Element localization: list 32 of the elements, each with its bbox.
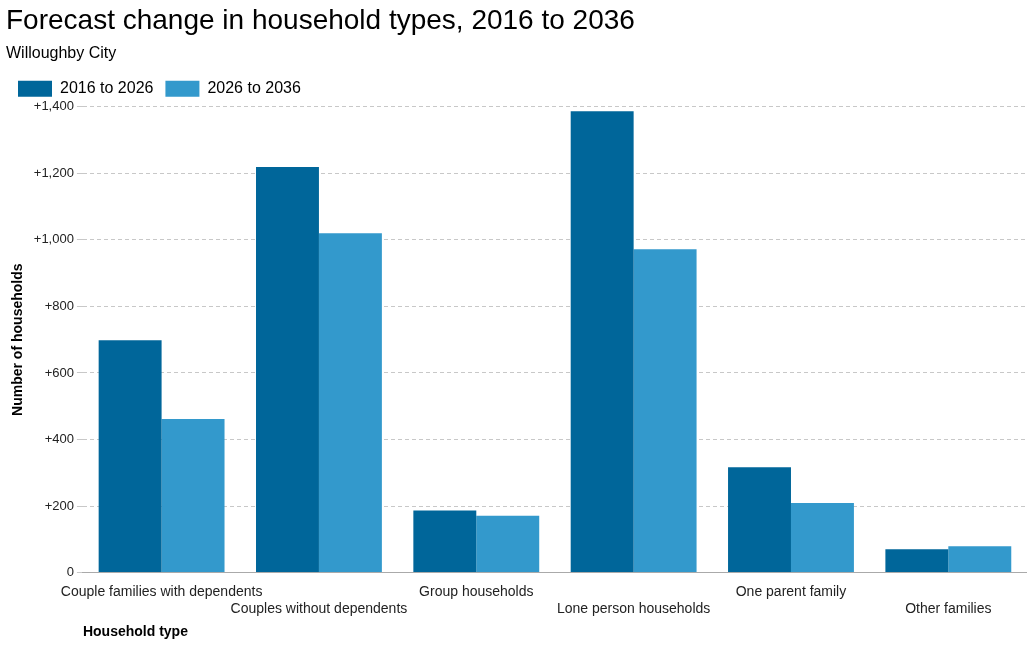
y-tick-label: +400 <box>44 431 74 447</box>
bar <box>413 510 477 573</box>
x-axis-title: Household type <box>82 623 189 640</box>
bar <box>570 111 634 573</box>
chart-title: Forecast change in household types, 2016 to 2036 <box>6 3 635 35</box>
y-tick-label: 0 <box>66 564 74 580</box>
bar <box>728 467 791 573</box>
y-tick-label: +800 <box>44 298 74 314</box>
y-tick-label: +200 <box>44 497 74 513</box>
legend-label: 2026 to 2036 <box>207 79 301 97</box>
bar <box>98 340 162 573</box>
x-tick-label: Group households <box>419 582 534 599</box>
bar <box>790 503 854 573</box>
bar <box>256 167 319 573</box>
bar <box>476 515 540 573</box>
y-axis-title: Number of households <box>9 263 26 416</box>
y-tick-label: +1,400 <box>33 98 74 114</box>
x-tick-label: Couples without dependents <box>230 599 408 616</box>
y-tick-label: +1,200 <box>33 164 74 180</box>
bar <box>161 418 225 573</box>
y-tick-label: +1,000 <box>33 231 74 247</box>
bar <box>948 546 1012 573</box>
bar <box>633 249 697 573</box>
bar <box>885 549 949 573</box>
x-tick-label: Couple families with dependents <box>60 582 263 599</box>
x-tick-label: Lone person households <box>556 599 711 616</box>
y-tick-label: +600 <box>44 364 74 380</box>
legend-label: 2016 to 2026 <box>60 79 154 97</box>
x-tick-label: Other families <box>905 599 992 616</box>
x-tick-label: One parent family <box>735 582 847 599</box>
chart-subtitle: Willoughby City <box>6 43 117 61</box>
bar <box>318 233 382 573</box>
